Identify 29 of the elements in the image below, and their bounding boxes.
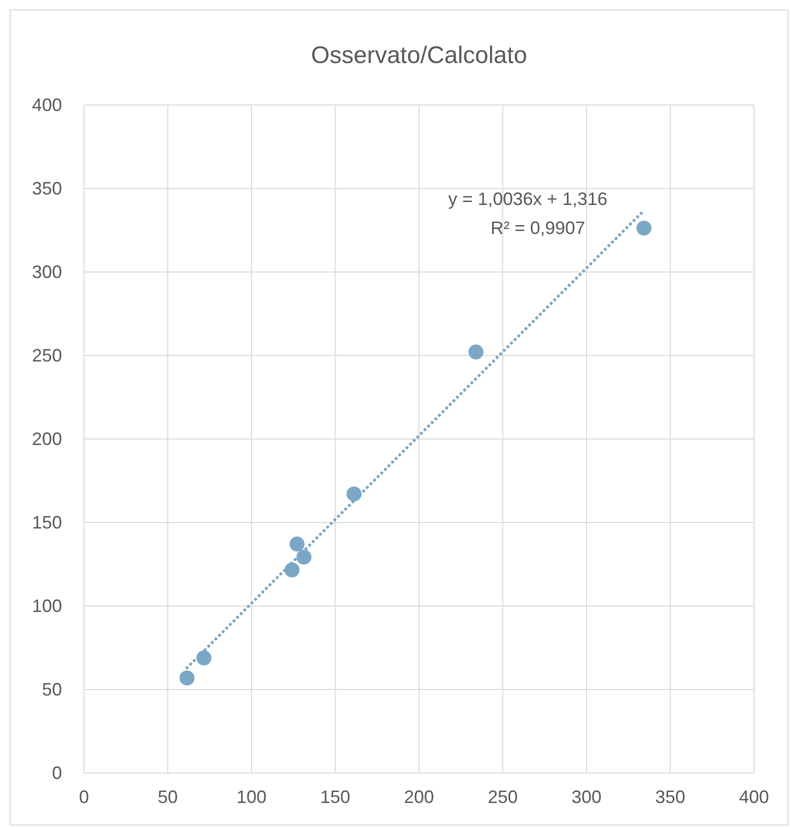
point <box>346 486 362 502</box>
x-tick-label: 350 <box>655 787 686 807</box>
y-tick-label: 50 <box>42 680 62 700</box>
point <box>180 670 195 686</box>
y-tick-label: 100 <box>32 596 62 616</box>
y-tick-label: 150 <box>32 512 62 532</box>
x-tick-label: 100 <box>236 787 267 807</box>
point <box>196 650 212 666</box>
annotation: y = 1,0036x + 1,316 <box>448 189 608 210</box>
point <box>284 562 300 578</box>
y-tick-label: 0 <box>52 763 62 783</box>
y-tick-label: 400 <box>32 95 62 115</box>
y-tick-label: 300 <box>32 262 62 282</box>
x-tick-label: 200 <box>404 787 434 807</box>
point <box>290 536 305 552</box>
annotation: R² = 0,9907 <box>490 218 586 238</box>
point <box>296 550 312 565</box>
chart-title: Osservato/Calcolato <box>310 42 528 69</box>
x-tick-label: 400 <box>738 787 770 807</box>
y-tick-label: 350 <box>32 178 62 198</box>
y-tick-label: 200 <box>32 429 62 449</box>
x-tick-label: 150 <box>320 787 350 807</box>
x-tick-label: 50 <box>158 787 178 807</box>
point <box>636 220 652 236</box>
x-tick-label: 300 <box>571 787 602 807</box>
point <box>468 344 484 360</box>
x-tick-label: 250 <box>488 787 518 807</box>
y-tick-label: 250 <box>32 346 62 366</box>
x-tick-label: 0 <box>78 787 90 807</box>
